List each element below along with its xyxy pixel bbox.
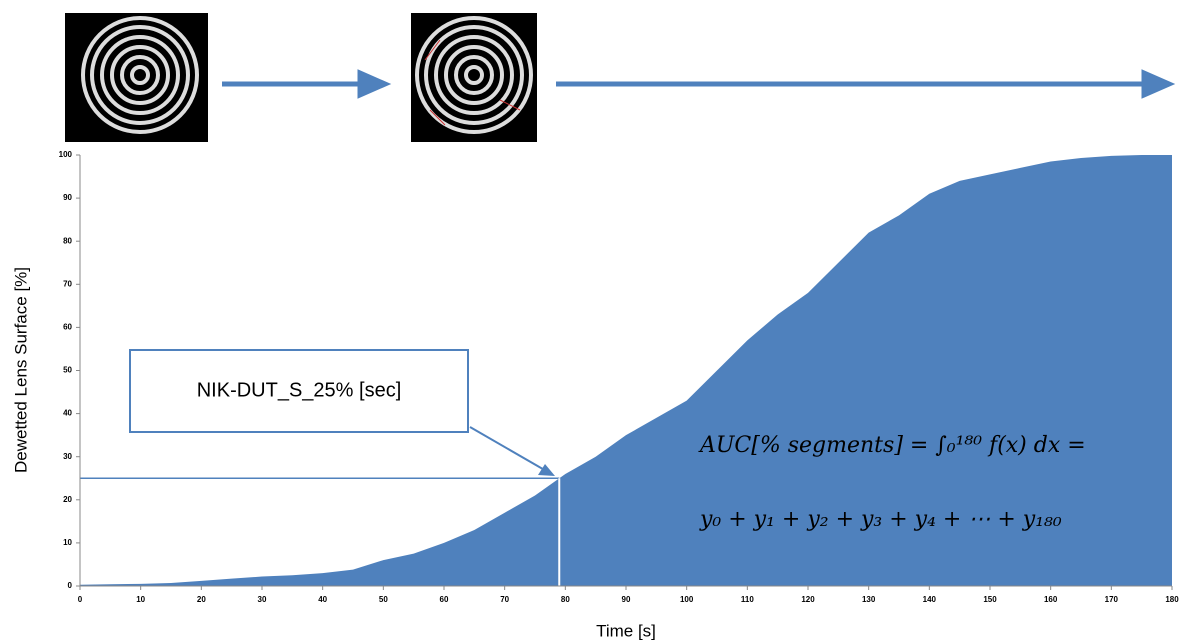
x-tick-label: 100 <box>680 595 694 604</box>
y-tick-label: 70 <box>63 279 72 288</box>
lens-image <box>65 13 208 142</box>
annotation-arrow-head <box>538 464 555 476</box>
x-tick-label: 70 <box>500 595 509 604</box>
x-tick-label: 80 <box>561 595 570 604</box>
arrow <box>222 70 1174 98</box>
y-tick-label: 100 <box>59 150 73 159</box>
x-axis-label: Time [s] <box>596 621 656 640</box>
lens-image <box>411 13 537 142</box>
x-tick-label: 90 <box>622 595 631 604</box>
y-tick-label: 40 <box>63 409 72 418</box>
x-tick-label: 120 <box>801 595 815 604</box>
formula-line: y₀ + y₁ + y₂ + y₃ + y₄ + ⋯ + y₁₈₀ <box>699 507 1062 532</box>
y-tick-label: 10 <box>63 538 72 547</box>
x-tick-label: 180 <box>1165 595 1179 604</box>
x-tick-label: 50 <box>379 595 388 604</box>
y-tick-label: 20 <box>63 495 72 504</box>
annotation-arrow <box>470 427 548 472</box>
x-tick-label: 40 <box>318 595 327 604</box>
y-axis-label: Dewetted Lens Surface [%] <box>11 267 30 473</box>
y-tick-label: 30 <box>63 452 72 461</box>
annotation: NIK-DUT_S_25% [sec] <box>197 379 402 401</box>
x-tick-label: 170 <box>1105 595 1119 604</box>
formula-line: AUC[% segments] = ∫₀¹⁸⁰ f(x) dx = <box>698 433 1086 458</box>
x-tick-label: 60 <box>440 595 449 604</box>
y-tick-label: 60 <box>63 323 72 332</box>
x-tick-label: 30 <box>258 595 267 604</box>
y-tick-label: 80 <box>63 236 72 245</box>
x-tick-label: 150 <box>983 595 997 604</box>
y-tick-label: 90 <box>63 193 72 202</box>
x-tick-label: 130 <box>862 595 876 604</box>
y-tick-label: 0 <box>68 581 73 590</box>
x-tick-label: 160 <box>1044 595 1058 604</box>
x-tick-label: 0 <box>78 595 83 604</box>
x-tick-label: 110 <box>741 595 754 604</box>
x-tick-label: 140 <box>923 595 937 604</box>
x-tick-label: 20 <box>197 595 206 604</box>
x-tick-label: 10 <box>136 595 145 604</box>
chart: 0 10 20 30 40 50 60 70 80 90 100 0 10 20 30 40 50 60 70 80 9… <box>0 0 1183 644</box>
y-tick-label: 50 <box>63 366 72 375</box>
